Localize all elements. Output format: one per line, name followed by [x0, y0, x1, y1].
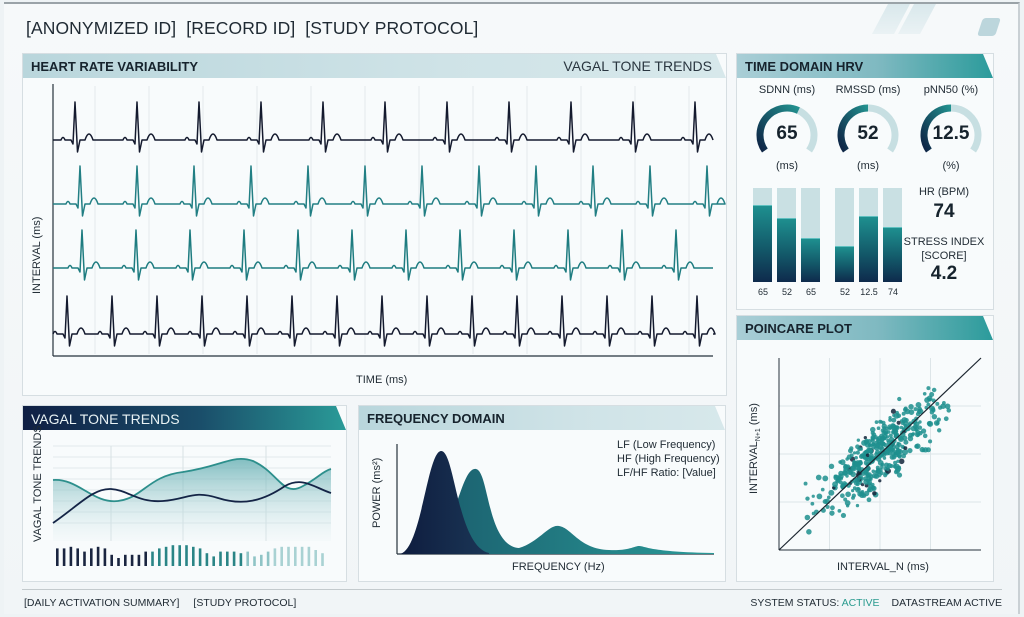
vagal-tone-title: VAGAL TONE TRENDS	[31, 411, 180, 427]
metric-bar	[883, 188, 902, 282]
gauges	[756, 104, 982, 153]
hrv-xlabel: TIME (ms)	[356, 374, 408, 386]
record-id: [RECORD ID]	[186, 18, 296, 38]
metric-bar-fill	[859, 216, 878, 282]
metric-bar-label: 52	[839, 287, 850, 297]
poincare-panel: POINCARE PLOT INTERVALN+1 (ms) INTERVAL_…	[736, 315, 994, 582]
poincare-xlabel: INTERVAL_N (ms)	[837, 561, 929, 573]
time-domain-header: TIME DOMAIN HRV	[737, 54, 993, 78]
hrv-panel: HEART RATE VARIABILITY VAGAL TONE TRENDS…	[22, 53, 727, 396]
rmssd-unit: (ms)	[857, 160, 879, 172]
time-domain-title: TIME DOMAIN HRV	[745, 59, 864, 74]
vagal-trend-chart	[52, 445, 332, 566]
metric-bar-fill	[753, 204, 772, 282]
hr-value: 74	[933, 201, 955, 222]
system-status: SYSTEM STATUS: ACTIVE	[750, 597, 880, 609]
poincare-title: POINCARE PLOT	[745, 321, 852, 336]
hr-label: HR (BPM)	[918, 186, 970, 198]
sdnn-value: 65	[776, 123, 798, 144]
pnn50-label: pNN50 (%)	[923, 84, 979, 96]
datastream-status: DATASTREAM ACTIVE	[891, 597, 1002, 609]
frequency-xlabel: FREQUENCY (Hz)	[512, 561, 605, 573]
metric-bar-label: 65	[757, 287, 768, 297]
legend-hf: HF (High Frequency)	[617, 453, 720, 465]
hrv-panel-header: HEART RATE VARIABILITY VAGAL TONE TRENDS	[23, 54, 726, 78]
anonymized-id: [ANONYMIZED ID]	[26, 18, 177, 38]
rmssd-label: RMSSD (ms)	[835, 84, 901, 96]
vagal-tone-panel: VAGAL TONE TRENDS VAGAL TONE TRENDS	[22, 405, 347, 582]
pnn50-value: 12.5	[932, 123, 970, 144]
sdnn-label: SDNN (ms)	[758, 84, 816, 96]
frequency-spectrum-chart	[396, 444, 714, 555]
metric-bar	[777, 188, 796, 282]
legend-lf: LF (Low Frequency)	[617, 439, 716, 451]
stress-index-value: 4.2	[930, 263, 958, 284]
frequency-domain-header: FREQUENCY DOMAIN	[359, 406, 725, 430]
metric-bar	[859, 188, 878, 282]
footer-study-protocol: [STUDY PROTOCOL]	[193, 597, 297, 609]
hrv-panel-title: HEART RATE VARIABILITY	[31, 59, 199, 74]
hrv-panel-subtitle: VAGAL TONE TRENDS	[563, 58, 712, 74]
metric-bar-label: 52	[781, 287, 792, 297]
stress-index-label: STRESS INDEX	[903, 236, 985, 248]
metric-bar	[753, 188, 772, 282]
study-protocol: [STUDY PROTOCOL]	[305, 18, 479, 38]
frequency-domain-panel: FREQUENCY DOMAIN POWER (ms²) FREQUENCY (…	[358, 405, 726, 582]
daily-activation-summary: [DAILY ACTIVATION SUMMARY]	[24, 597, 180, 609]
metric-bar	[801, 188, 820, 282]
time-domain-panel: TIME DOMAIN HRV SDNN (ms) 65 (ms) RMSSD …	[736, 53, 994, 310]
record-header: [ANONYMIZED ID] [RECORD ID] [STUDY PROTO…	[26, 18, 478, 39]
ecg-traces-chart	[52, 84, 726, 357]
metric-bar	[835, 188, 854, 282]
metric-bar-label: 65	[805, 287, 816, 297]
rmssd-value: 52	[857, 123, 879, 144]
legend-ratio: LF/HF Ratio: [Value]	[617, 467, 716, 479]
metric-bar-fill	[883, 226, 902, 282]
metric-bar-fill	[835, 246, 854, 282]
metric-bar-label: 74	[887, 287, 898, 297]
poincare-header: POINCARE PLOT	[737, 316, 993, 340]
frequency-legend: LF (Low Frequency) HF (High Frequency) L…	[617, 438, 720, 480]
poincare-scatter-chart	[778, 357, 982, 551]
metric-bar-label: 12.5	[860, 287, 878, 297]
vagal-tone-header: VAGAL TONE TRENDS	[23, 406, 346, 430]
sdnn-unit: (ms)	[776, 160, 798, 172]
pnn50-unit: (%)	[942, 160, 960, 172]
footer-bar: [DAILY ACTIVATION SUMMARY] [STUDY PROTOC…	[22, 589, 1002, 615]
frequency-domain-title: FREQUENCY DOMAIN	[367, 411, 505, 426]
status-badge: ACTIVE	[841, 597, 880, 609]
metric-bar-fill	[801, 237, 820, 282]
stress-index-sublabel: [SCORE]	[921, 250, 967, 262]
metric-bar-fill	[777, 218, 796, 282]
